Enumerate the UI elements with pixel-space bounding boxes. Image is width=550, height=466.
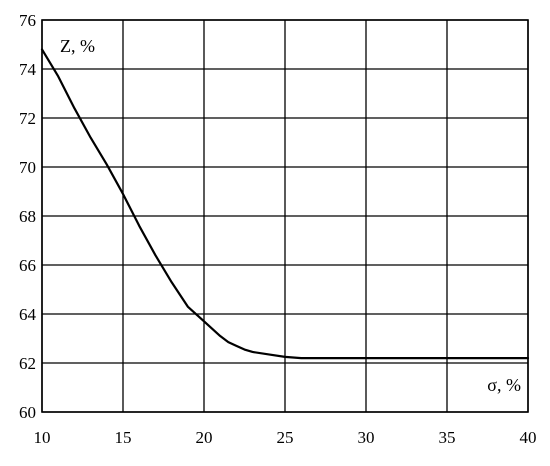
x-tick-label: 40 [520,428,537,447]
x-tick-label: 15 [115,428,132,447]
grid [41,19,529,413]
y-tick-label: 64 [19,305,37,324]
y-tick-label: 72 [19,109,36,128]
x-tick-label: 10 [34,428,51,447]
y-tick-label: 60 [19,403,36,422]
y-axis-ticks: 60 62 64 66 68 70 72 74 76 [19,11,37,422]
x-tick-label: 20 [196,428,213,447]
y-tick-label: 74 [19,60,37,79]
y-tick-label: 76 [19,11,36,30]
series-line [40,48,530,360]
x-axis-label: σ, % [487,375,521,395]
y-tick-label: 70 [19,158,36,177]
x-tick-label: 25 [277,428,294,447]
x-tick-label: 30 [358,428,375,447]
series-layer [40,48,530,360]
x-axis-ticks: 10 15 20 25 30 35 40 [34,428,537,447]
y-tick-label: 62 [19,354,36,373]
y-tick-label: 66 [19,256,36,275]
x-axis-label-background [466,373,524,397]
x-tick-label: 35 [439,428,456,447]
plot-frame [41,19,529,413]
y-axis-label: Z, % [60,36,95,56]
y-axis-label-background [56,34,106,58]
y-tick-label: 68 [19,207,36,226]
